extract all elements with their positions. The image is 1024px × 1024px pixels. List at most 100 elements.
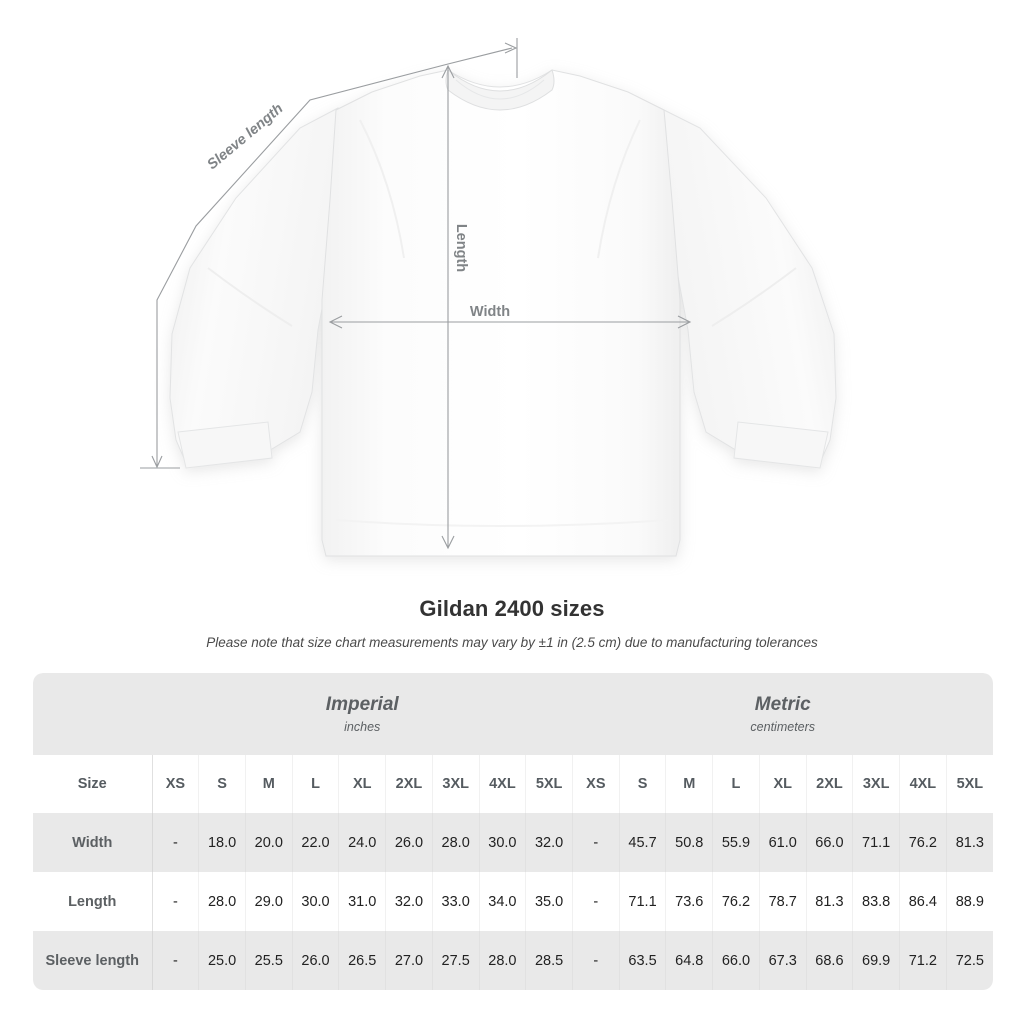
cell-sleeve-length-metric-s: 63.5	[619, 931, 667, 990]
cell-length-imperial-l: 30.0	[292, 872, 340, 931]
cell-length-metric-5xl: 88.9	[946, 872, 993, 931]
cell-sleeve-length-imperial-4xl: 28.0	[479, 931, 527, 990]
cell-length-imperial-s: 28.0	[198, 872, 246, 931]
size-header-imperial-2xl: 2XL	[385, 755, 433, 813]
cell-sleeve-length-metric-5xl: 72.5	[946, 931, 993, 990]
right-cuff	[733, 421, 829, 469]
cell-length-metric-3xl: 83.8	[852, 872, 900, 931]
cell-width-metric-s: 45.7	[619, 813, 667, 872]
width-label: Width	[470, 304, 510, 320]
unit-subtitle: inches	[344, 719, 381, 734]
size-header-metric-4xl: 4XL	[899, 755, 947, 813]
unit-header-metric: Metric centimeters	[572, 673, 993, 755]
cell-sleeve-length-metric-xs: -	[572, 931, 620, 990]
title-block: Gildan 2400 sizes Please note that size …	[0, 595, 1024, 651]
size-header-imperial-l: L	[292, 755, 340, 813]
size-header-metric-3xl: 3XL	[852, 755, 900, 813]
table-row: Width -18.0 20.0 22.0 24.0 26.0 28.0 30.0 32.0-4…	[33, 813, 993, 872]
width-arrow-head-right	[677, 315, 692, 329]
sleeve-length-arrow-head-bottom	[151, 455, 163, 469]
cell-width-metric-5xl: 81.3	[946, 813, 993, 872]
length-dimension	[441, 64, 455, 550]
size-header-metric-5xl: 5XL	[946, 755, 993, 813]
table-row: Sleeve length -25.0 25.5 26.0 26.5 27.0 27.5 28…	[33, 931, 993, 990]
cell-sleeve-length-imperial-s: 25.0	[198, 931, 246, 990]
size-header-metric-m: M	[665, 755, 714, 813]
size-chart-table-container: Imperial inches Metric centimeters Size XS S M L…	[33, 673, 993, 990]
cell-length-imperial-5xl: 35.0	[525, 872, 573, 931]
cell-length-metric-s: 71.1	[619, 872, 667, 931]
cell-sleeve-length-metric-xl: 67.3	[759, 931, 807, 990]
garment-illustration: Sleeve length Length Width	[140, 38, 837, 557]
unit-subtitle: centimeters	[750, 719, 816, 734]
table-unit-header-row: Imperial inches Metric centimeters	[33, 673, 993, 755]
sleeve-length-arrow-head-top	[504, 42, 518, 54]
size-column-header: Size	[33, 755, 153, 813]
length-label: Length	[453, 224, 469, 272]
cell-width-metric-3xl: 71.1	[852, 813, 900, 872]
size-header-imperial-5xl: 5XL	[525, 755, 573, 813]
unit-title: Imperial	[325, 693, 399, 715]
cell-width-imperial-3xl: 28.0	[432, 813, 480, 872]
length-arrow-head-bottom	[441, 535, 455, 550]
cell-length-metric-2xl: 81.3	[806, 872, 854, 931]
size-header-metric-xl: XL	[759, 755, 807, 813]
measurement-annotations	[140, 38, 692, 550]
table-size-header-row: Size XS S M L XL 2XL 3XL 4XL 5XL XS S M L XL 2XL 3XL 4XL 5…	[33, 755, 993, 813]
cell-length-metric-xs: -	[572, 872, 620, 931]
cell-length-metric-xl: 78.7	[759, 872, 807, 931]
size-header-metric-s: S	[619, 755, 667, 813]
unit-title: Metric	[754, 693, 811, 715]
cell-sleeve-length-imperial-m: 25.5	[245, 931, 293, 990]
cell-sleeve-length-metric-4xl: 71.2	[899, 931, 947, 990]
size-header-imperial-s: S	[198, 755, 246, 813]
cell-width-imperial-m: 20.0	[245, 813, 293, 872]
size-chart-table: Imperial inches Metric centimeters Size XS S M L…	[33, 673, 993, 990]
cell-width-imperial-2xl: 26.0	[385, 813, 433, 872]
cell-width-imperial-xs: -	[152, 813, 200, 872]
cell-sleeve-length-imperial-5xl: 28.5	[525, 931, 573, 990]
cell-sleeve-length-metric-l: 66.0	[712, 931, 760, 990]
size-header-metric-l: L	[712, 755, 760, 813]
row-label-sleeve-length: Sleeve length	[33, 931, 153, 990]
unit-header-imperial: Imperial inches	[152, 673, 573, 755]
collar-inner	[455, 79, 545, 100]
cell-sleeve-length-metric-2xl: 68.6	[806, 931, 854, 990]
cell-width-imperial-5xl: 32.0	[525, 813, 573, 872]
cell-sleeve-length-imperial-xl: 26.5	[338, 931, 387, 990]
shirt-body	[321, 69, 681, 557]
cell-length-imperial-xl: 31.0	[338, 872, 387, 931]
cell-width-imperial-4xl: 30.0	[479, 813, 527, 872]
cell-length-imperial-xs: -	[152, 872, 200, 931]
cell-width-metric-2xl: 66.0	[806, 813, 854, 872]
cell-sleeve-length-imperial-xs: -	[152, 931, 200, 990]
collar	[445, 69, 555, 111]
row-label-width: Width	[33, 813, 153, 872]
cell-length-metric-m: 73.6	[665, 872, 714, 931]
cell-length-imperial-4xl: 34.0	[479, 872, 527, 931]
size-header-imperial-3xl: 3XL	[432, 755, 480, 813]
cell-width-metric-xl: 61.0	[759, 813, 807, 872]
width-dimension	[328, 315, 692, 329]
size-header-metric-xs: XS	[572, 755, 620, 813]
tolerance-note: Please note that size chart measurements…	[206, 635, 818, 650]
size-header-metric-2xl: 2XL	[806, 755, 854, 813]
width-arrow-head-left	[328, 315, 343, 329]
cell-length-metric-l: 76.2	[712, 872, 760, 931]
right-sleeve	[659, 107, 837, 464]
cell-sleeve-length-imperial-l: 26.0	[292, 931, 340, 990]
fold-right-sleeve	[711, 267, 797, 327]
cell-width-imperial-xl: 24.0	[338, 813, 387, 872]
sleeve-length-dimension	[140, 38, 518, 469]
fold-hem	[335, 519, 669, 527]
page-title: Gildan 2400 sizes	[419, 596, 605, 621]
cell-width-metric-m: 50.8	[665, 813, 714, 872]
size-header-imperial-xl: XL	[338, 755, 387, 813]
fold-left-shoulder	[359, 119, 405, 259]
size-header-imperial-m: M	[245, 755, 293, 813]
size-header-imperial-xs: XS	[152, 755, 200, 813]
unit-header-spacer	[33, 673, 152, 755]
cell-width-imperial-s: 18.0	[198, 813, 246, 872]
cell-width-metric-l: 55.9	[712, 813, 760, 872]
row-label-length: Length	[33, 872, 153, 931]
